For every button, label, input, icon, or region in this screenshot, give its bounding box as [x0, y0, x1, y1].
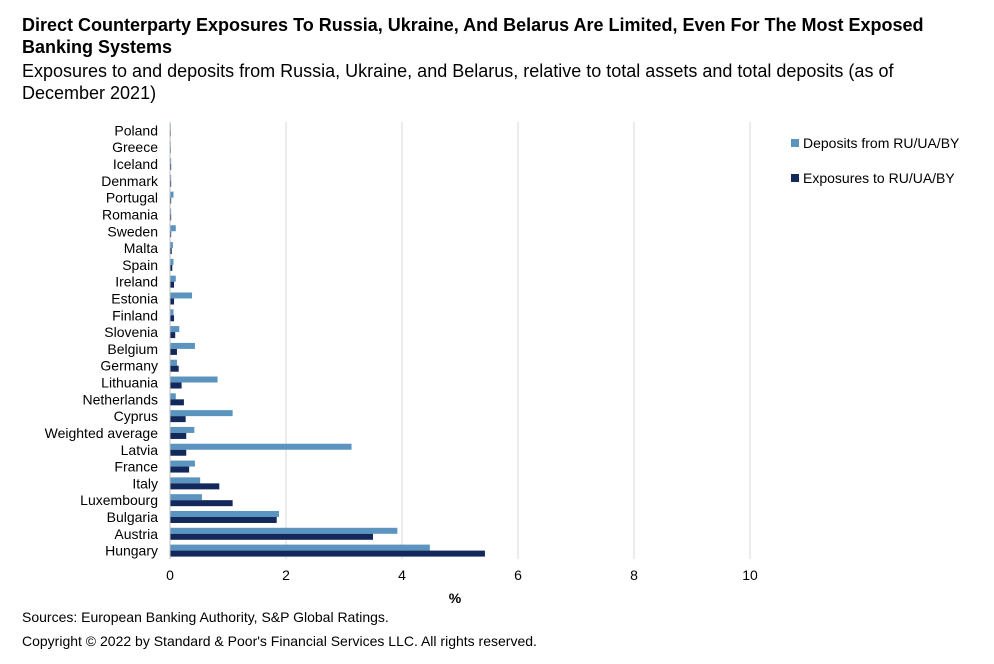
category-label: France: [114, 459, 158, 475]
x-axis-label: %: [449, 590, 462, 606]
bar-deposits: [170, 225, 176, 232]
bar-deposits: [170, 527, 398, 534]
bar-exposures: [170, 516, 277, 523]
category-label: Romania: [102, 206, 158, 222]
category-label: Germany: [100, 358, 158, 374]
bar-deposits: [170, 426, 195, 433]
bar-exposures: [170, 550, 485, 557]
category-label: Weighted average: [45, 425, 159, 441]
bar-exposures: [170, 449, 187, 456]
x-tick-label: 4: [398, 567, 406, 583]
bar-deposits: [170, 393, 176, 400]
category-label: Greece: [112, 139, 158, 155]
sources-note: Sources: European Banking Authority, S&P…: [22, 609, 389, 625]
gridlines: [285, 122, 751, 559]
bar-deposits: [170, 258, 174, 265]
category-label: Austria: [114, 526, 158, 542]
category-label: Estonia: [111, 290, 158, 306]
bar-deposits: [170, 359, 177, 366]
category-label: Italy: [132, 475, 158, 491]
legend: Deposits from RU/UA/BY Exposures to RU/UA…: [791, 135, 960, 186]
legend-label: Exposures to RU/UA/BY: [803, 170, 955, 186]
bar-exposures: [170, 483, 220, 490]
category-label: Belgium: [107, 341, 158, 357]
bar-exposures: [170, 315, 175, 322]
category-label: Portugal: [106, 190, 158, 206]
bar-deposits: [170, 292, 193, 299]
category-labels: PolandGreeceIcelandDenmarkPortugalRomani…: [45, 122, 159, 558]
category-label: Sweden: [107, 223, 158, 239]
bar-exposures: [170, 365, 179, 372]
category-label: Latvia: [121, 442, 159, 458]
bar-deposits: [170, 326, 180, 333]
legend-swatch: [791, 174, 799, 182]
category-label: Denmark: [101, 173, 159, 189]
bar-exposures: [170, 281, 175, 288]
chart-title: Direct Counterparty Exposures To Russia,…: [22, 15, 924, 57]
x-tick-label: 0: [166, 567, 174, 583]
bar-exposures: [170, 500, 233, 507]
category-label: Finland: [112, 307, 158, 323]
x-tick-labels: 0 2 4 6 8 10: [166, 567, 758, 583]
bar-exposures: [170, 164, 172, 171]
bar-deposits: [170, 410, 233, 417]
bar-deposits: [170, 191, 174, 198]
bar-deposits: [170, 242, 173, 249]
bars: [170, 124, 485, 557]
bar-exposures: [170, 432, 187, 439]
legend-label: Deposits from RU/UA/BY: [803, 135, 960, 151]
bar-deposits: [170, 174, 172, 181]
chart-subtitle: Exposures to and deposits from Russia, U…: [22, 61, 894, 103]
bar-deposits: [170, 208, 172, 215]
category-label: Spain: [122, 257, 158, 273]
bar-deposits: [170, 477, 201, 484]
x-tick-label: 2: [282, 567, 290, 583]
bar-deposits: [170, 544, 430, 551]
bar-exposures: [170, 332, 176, 339]
bar-exposures: [170, 298, 175, 305]
bar-deposits: [170, 376, 218, 383]
bar-exposures: [170, 197, 172, 204]
bar-exposures: [170, 248, 172, 255]
category-label: Iceland: [113, 156, 158, 172]
category-label: Lithuania: [101, 375, 158, 391]
bar-exposures: [170, 180, 172, 187]
category-label: Poland: [114, 122, 158, 138]
bar-deposits: [170, 275, 176, 282]
bar-exposures: [170, 533, 373, 540]
bar-exposures: [170, 466, 190, 473]
bar-deposits: [170, 309, 174, 316]
bar-deposits: [170, 158, 172, 165]
category-label: Bulgaria: [107, 509, 159, 525]
bar-deposits: [170, 342, 195, 349]
category-label: Netherlands: [83, 391, 159, 407]
category-label: Ireland: [115, 274, 158, 290]
category-label: Luxembourg: [80, 492, 158, 508]
bar-deposits: [170, 510, 280, 517]
bar-deposits: [170, 443, 352, 450]
bar-exposures: [170, 214, 172, 221]
bar-exposures: [170, 399, 184, 406]
bar-exposures: [170, 231, 172, 238]
category-label: Hungary: [105, 543, 158, 559]
category-label: Slovenia: [104, 324, 158, 340]
x-tick-label: 8: [630, 567, 638, 583]
bar-exposures: [170, 416, 186, 423]
x-tick-label: 6: [514, 567, 522, 583]
legend-swatch: [791, 139, 799, 147]
bar-deposits: [170, 494, 202, 501]
category-label: Cyprus: [114, 408, 158, 424]
category-label: Malta: [124, 240, 158, 256]
bar-exposures: [170, 348, 177, 355]
x-tick-label: 10: [742, 567, 758, 583]
bar-exposures: [170, 264, 173, 271]
bar-deposits: [170, 460, 195, 467]
bar-exposures: [170, 382, 182, 389]
copyright-note: Copyright © 2022 by Standard & Poor's Fi…: [22, 633, 537, 649]
